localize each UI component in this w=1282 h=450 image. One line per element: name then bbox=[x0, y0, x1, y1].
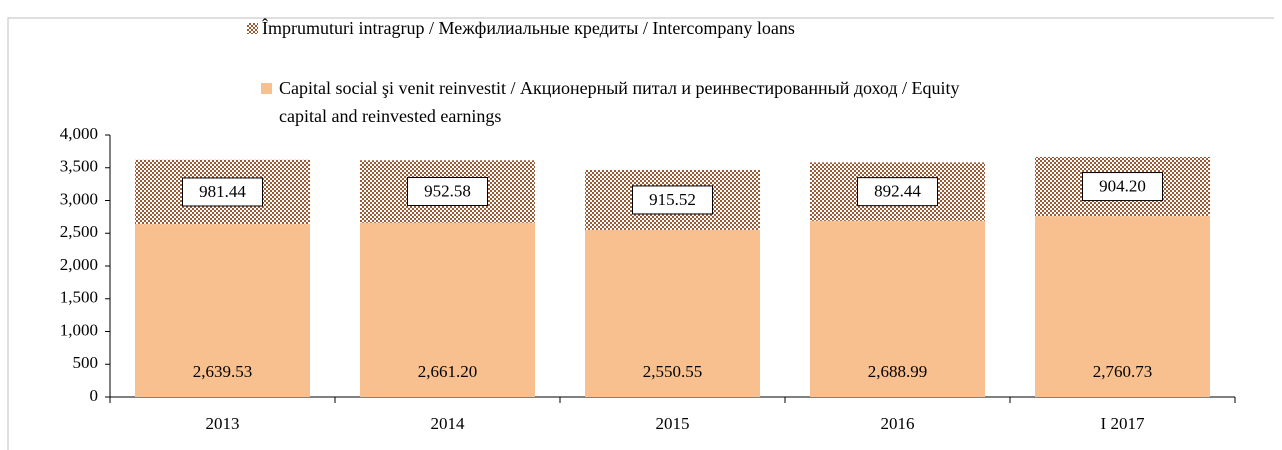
data-label: 2,760.73 bbox=[1093, 362, 1153, 381]
x-tick-label: 2014 bbox=[431, 414, 466, 433]
y-tick-label: 0 bbox=[90, 386, 99, 405]
legend-label: Capital social şi venit reinvestit / Акц… bbox=[279, 78, 960, 126]
legend-swatch bbox=[261, 83, 272, 94]
data-label: 2,661.20 bbox=[418, 362, 478, 381]
bar-segment bbox=[810, 220, 985, 397]
y-tick-label: 1,500 bbox=[60, 288, 98, 307]
y-tick-label: 2,500 bbox=[60, 222, 98, 241]
label-box bbox=[407, 176, 488, 206]
label-box bbox=[632, 185, 713, 215]
data-label: 915.52 bbox=[649, 190, 696, 209]
data-label: 2,688.99 bbox=[868, 362, 928, 381]
y-tick-label: 3,500 bbox=[60, 157, 98, 176]
bar-segment bbox=[135, 224, 310, 397]
x-tick-label: I 2017 bbox=[1101, 414, 1145, 433]
y-tick-label: 3,000 bbox=[60, 189, 98, 208]
label-box bbox=[1082, 172, 1163, 202]
bar-segment bbox=[1035, 216, 1210, 397]
legend-label: Împrumuturi intragrup / Межфилиальные кр… bbox=[262, 18, 795, 38]
label-box bbox=[182, 177, 263, 207]
y-tick-label: 4,000 bbox=[60, 124, 98, 143]
y-tick-label: 2,000 bbox=[60, 255, 98, 274]
y-tick-label: 500 bbox=[73, 353, 99, 372]
data-label: 2,639.53 bbox=[193, 362, 253, 381]
label-box bbox=[857, 177, 938, 207]
x-tick-label: 2013 bbox=[206, 414, 240, 433]
chart-border bbox=[7, 17, 1274, 450]
bar-segment bbox=[585, 229, 760, 397]
x-tick-label: 2015 bbox=[656, 414, 690, 433]
data-label: 981.44 bbox=[199, 182, 246, 201]
bar-segment bbox=[360, 222, 535, 397]
x-tick-label: 2016 bbox=[881, 414, 915, 433]
legend-swatch bbox=[247, 23, 258, 34]
y-tick-label: 1,000 bbox=[60, 320, 98, 339]
data-label: 892.44 bbox=[874, 182, 921, 201]
data-label: 904.20 bbox=[1099, 176, 1146, 195]
data-label: 2,550.55 bbox=[643, 362, 703, 381]
data-label: 952.58 bbox=[424, 181, 471, 200]
